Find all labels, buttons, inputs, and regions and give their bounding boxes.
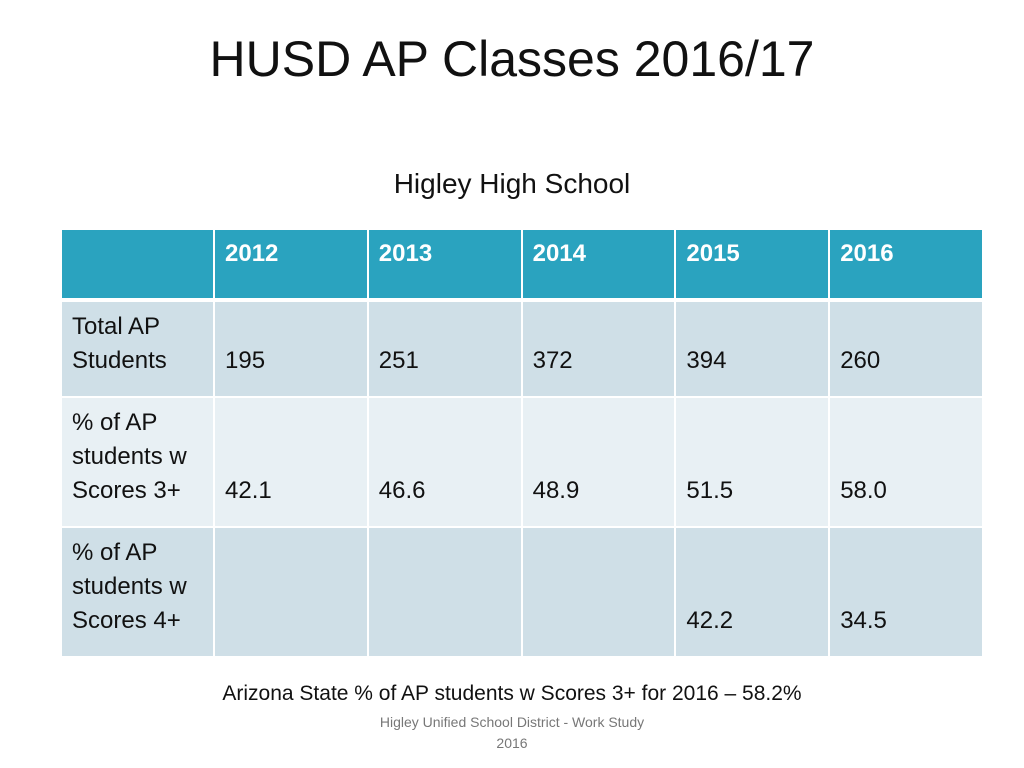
footer-district: Higley Unified School District - Work St… (379, 714, 645, 730)
header-year: 2012 (213, 230, 369, 302)
header-year: 2015 (674, 230, 831, 302)
header-corner (60, 230, 215, 302)
table-cell: 51.5 (674, 397, 831, 528)
slide-footer: Higley Unified School District - Work St… (362, 712, 662, 754)
table-cell: 34.5 (828, 527, 984, 658)
table-row: Total AP Students 195 251 372 394 260 (60, 300, 984, 398)
table-cell: 260 (828, 300, 984, 398)
header-year: 2016 (828, 230, 984, 302)
row-label: % of AP students w Scores 3+ (60, 397, 215, 528)
footer-year: 2016 (496, 735, 528, 751)
table-row: % of AP students w Scores 4+ 42.2 34.5 (60, 527, 984, 658)
table-cell: 48.9 (520, 397, 677, 528)
table-cell: 42.1 (213, 397, 369, 528)
table-cell: 58.0 (828, 397, 984, 528)
table-cell (213, 527, 369, 658)
table-cell: 42.2 (674, 527, 831, 658)
table-cell: 372 (520, 300, 677, 398)
row-label: % of AP students w Scores 4+ (60, 527, 215, 658)
table-header-row: 2012 2013 2014 2015 2016 (60, 230, 984, 302)
school-name: Higley High School (393, 168, 631, 199)
row-label: Total AP Students (60, 300, 215, 398)
table-cell (520, 527, 677, 658)
table-cell: 394 (674, 300, 831, 398)
table-row: % of AP students w Scores 3+ 42.1 46.6 4… (60, 397, 984, 528)
state-comparison-note: Arizona State % of AP students w Scores … (222, 682, 802, 705)
header-year: 2014 (520, 230, 677, 302)
ap-data-table: 2012 2013 2014 2015 2016 Total AP Studen… (60, 230, 984, 658)
slide-title: HUSD AP Classes 2016/17 (209, 31, 815, 87)
table-cell: 251 (366, 300, 523, 398)
table-cell: 46.6 (366, 397, 523, 528)
table-cell: 195 (213, 300, 369, 398)
header-year: 2013 (366, 230, 523, 302)
table-cell (366, 527, 523, 658)
